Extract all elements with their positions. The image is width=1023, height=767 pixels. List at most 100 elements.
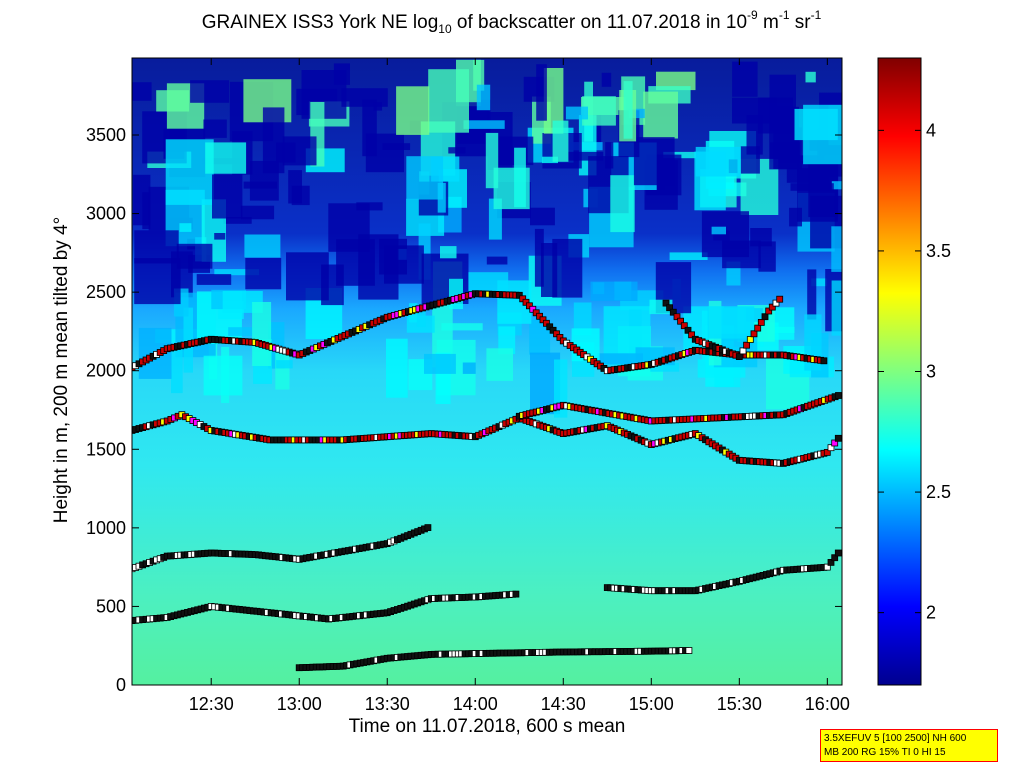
layer-marker <box>823 448 831 456</box>
title-unit-m: m <box>757 12 779 33</box>
layer-marker <box>539 316 547 324</box>
layer-marker <box>827 559 835 566</box>
x-tick-label: 15:30 <box>717 694 762 714</box>
title-sub10: 10 <box>438 22 452 36</box>
field-patch <box>428 69 469 133</box>
field-patch <box>695 146 741 177</box>
layer-marker <box>831 439 839 447</box>
x-tick-label: 14:30 <box>541 694 586 714</box>
field-patch <box>179 223 192 232</box>
field-patch <box>534 228 544 287</box>
field-patch <box>134 230 179 264</box>
field-patch <box>341 88 388 107</box>
layer-marker <box>522 298 530 306</box>
field-patch <box>462 362 476 374</box>
y-tick-label: 3500 <box>86 125 126 145</box>
field-patch <box>190 80 230 103</box>
field-patch <box>245 258 282 290</box>
colorbar-tick-label: 3.5 <box>926 241 951 261</box>
field-patch <box>424 353 456 374</box>
layer-marker <box>553 330 560 338</box>
field-patch <box>134 258 181 305</box>
x-axis-label: Time on 11.07.2018, 600 s mean <box>348 716 626 737</box>
field-patch <box>358 234 399 300</box>
field-patch <box>176 243 213 269</box>
layer-marker <box>735 353 743 361</box>
field-patch <box>362 99 377 157</box>
field-patch <box>605 142 614 169</box>
field-patch <box>214 233 226 240</box>
y-tick-label: 0 <box>116 675 126 695</box>
layer-marker <box>835 392 842 399</box>
x-tick-label: 16:00 <box>805 694 850 714</box>
layer-marker <box>512 590 520 598</box>
colorbar-tick-label: 2 <box>926 603 936 623</box>
field-patch <box>669 252 708 260</box>
field-patch <box>732 61 758 97</box>
field-patch <box>228 327 253 336</box>
y-tick-label: 1000 <box>86 518 126 538</box>
layer-marker <box>827 444 835 452</box>
y-tick-label: 2000 <box>86 361 126 381</box>
layer-marker <box>662 299 670 307</box>
layer-marker <box>765 307 773 315</box>
field-patch <box>448 147 466 154</box>
field-patch <box>382 143 411 150</box>
field-patch <box>590 281 638 301</box>
field-patch <box>291 185 310 206</box>
layer-marker <box>834 549 842 557</box>
field-patch <box>746 114 763 155</box>
layer-marker <box>823 563 831 571</box>
field-patch <box>552 238 583 298</box>
chart-title: GRAINEX ISS3 York NE log10 of backscatte… <box>0 8 1023 36</box>
y-tick-label: 500 <box>96 596 126 616</box>
colorbar <box>877 57 922 686</box>
layer-marker <box>680 322 688 330</box>
field-patch <box>628 108 645 119</box>
field-patch <box>633 137 675 186</box>
field-patch <box>807 269 817 320</box>
y-axis-label: Height in m, 200 m mean tilted by 4° <box>51 216 72 524</box>
x-tick-label: 14:00 <box>453 694 498 714</box>
field-patch <box>707 306 755 339</box>
field-patch <box>212 174 243 219</box>
field-patch <box>196 274 232 285</box>
field-patch <box>276 360 293 369</box>
field-patch <box>223 217 252 224</box>
field-patch <box>811 278 828 287</box>
info-line-1: 3.5XEFUV 5 [100 2500] NH 600 <box>824 733 967 744</box>
field-patch <box>205 142 247 174</box>
info-line-2: MB 200 RG 15% TI 0 HI 15 <box>824 747 946 758</box>
field-patch <box>601 72 612 87</box>
layer-marker <box>772 299 780 307</box>
field-patch <box>486 348 513 381</box>
field-patch <box>333 63 350 85</box>
field-patch <box>476 84 491 111</box>
y-tick-label: 1500 <box>86 439 126 459</box>
field-patch <box>805 71 816 83</box>
title-mid: of backscatter on 11.07.2018 in 10 <box>451 12 748 33</box>
field-patch <box>486 256 508 265</box>
layer-marker <box>424 524 432 531</box>
layer-marker <box>739 347 747 355</box>
field-patch <box>473 59 485 91</box>
field-patch <box>610 175 635 233</box>
field-patch <box>203 355 243 396</box>
field-patch <box>597 353 643 365</box>
x-tick-label: 13:00 <box>277 694 322 714</box>
field-patch <box>396 86 430 135</box>
field-patch <box>831 181 842 190</box>
layer-marker <box>746 336 754 343</box>
field-patch <box>142 192 151 230</box>
field-patch <box>530 207 555 226</box>
layer-marker <box>776 295 784 303</box>
layer-marker <box>685 647 693 654</box>
title-exp2: -1 <box>778 8 790 22</box>
x-tick-label: 12:30 <box>189 694 234 714</box>
field-patch <box>790 183 834 191</box>
field-patch <box>485 132 499 189</box>
field-patch <box>750 228 772 247</box>
field-patch <box>740 146 760 174</box>
title-unit-sr: sr <box>789 12 811 33</box>
